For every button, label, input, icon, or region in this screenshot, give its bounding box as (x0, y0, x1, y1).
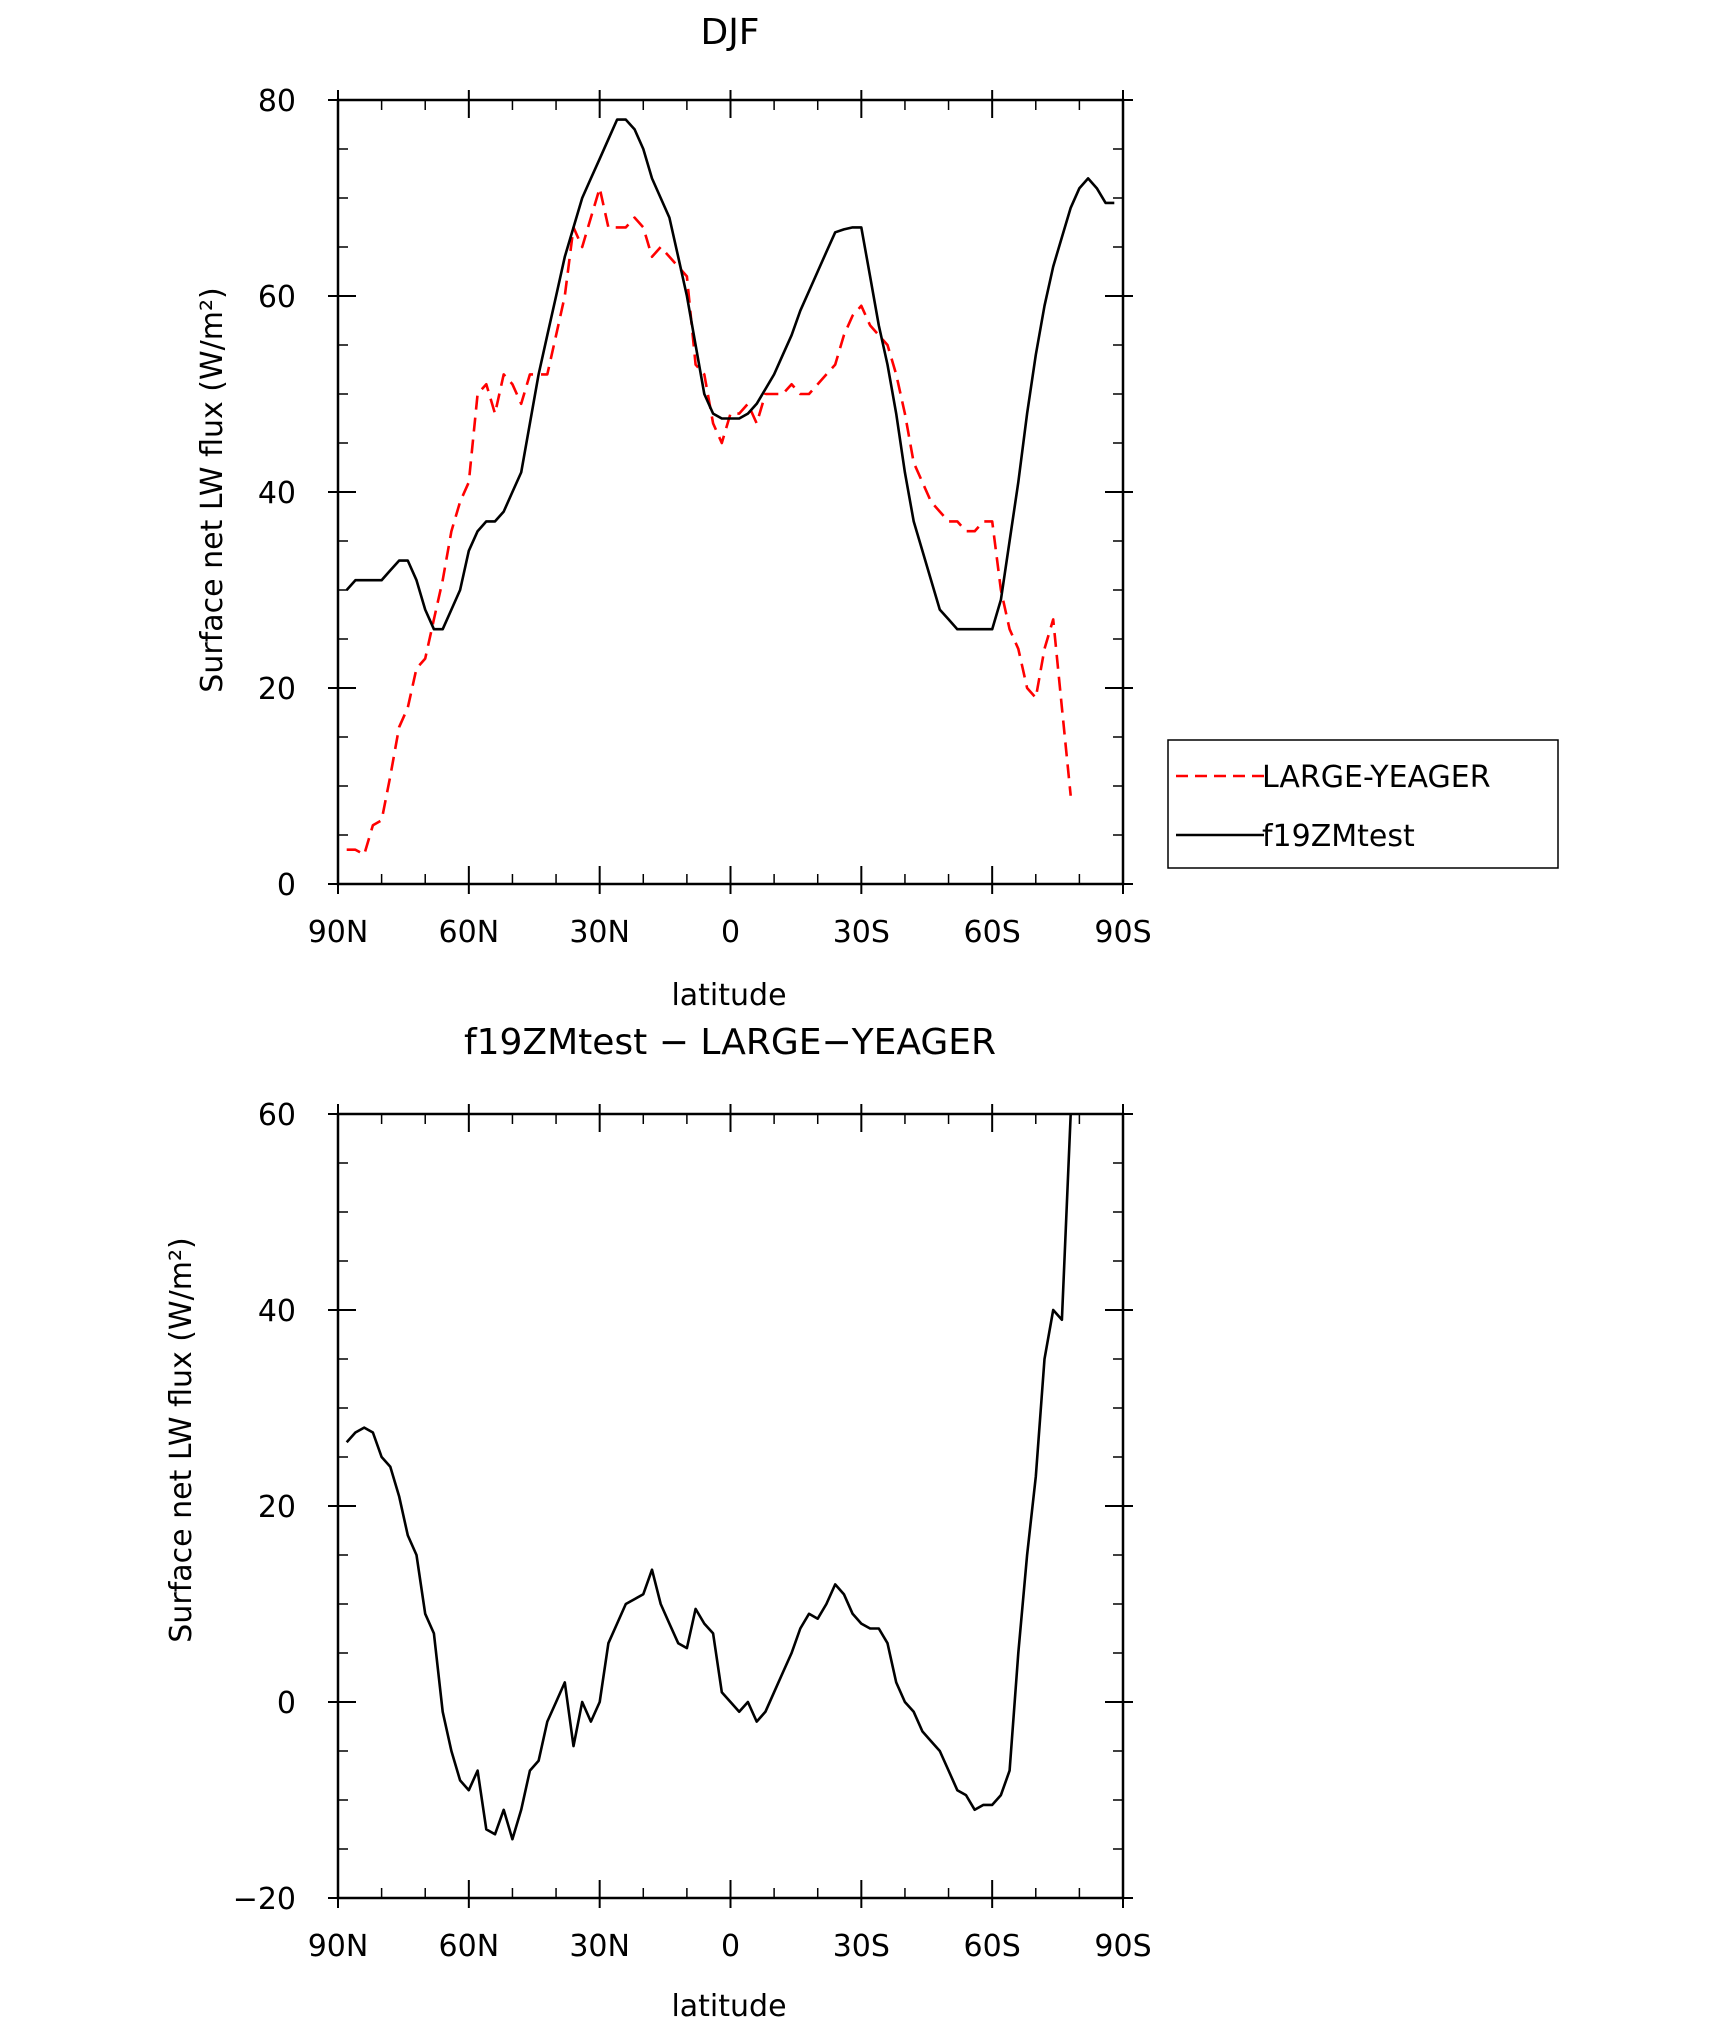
chart1-x-tick-label: 30S (833, 1929, 890, 1964)
top-chart: DJF Surface net LW flux (W/m²) latitude … (195, 12, 1559, 1013)
bottom-chart-axes: −20 0 20 40 60 90N 60N 30N 0 30S 60S 90S (233, 1098, 1152, 1964)
chart1-y-tick-label: 60 (258, 1098, 296, 1133)
chart0-x-tick-label: 90N (308, 915, 369, 950)
chart1-x-tick-label: 90N (308, 1929, 369, 1964)
top-chart-ylabel: Surface net LW flux (W/m²) (195, 287, 230, 692)
chart1-y-tick-label: 0 (277, 1686, 296, 1721)
bottom-chart-xlabel: latitude (671, 1989, 786, 2021)
chart1-y-tick-label: 40 (258, 1294, 296, 1329)
chart0-x-tick-label: 30S (833, 915, 890, 950)
chart1-x-tick-label: 60S (964, 1929, 1021, 1964)
top-chart-series (345, 118, 1115, 856)
chart0-y-tick-label: 60 (258, 280, 296, 315)
chart0-series-line-large-yeager (346, 186, 1072, 856)
legend-label-f19zmtest: f19ZMtest (1262, 819, 1415, 854)
chart0-plot-frame (336, 98, 1125, 886)
top-chart-axes: 0 20 40 60 80 90N 60N 30N 0 30S 60S 90S (258, 84, 1152, 950)
chart1-x-tick-label: 60N (439, 1929, 500, 1964)
chart0-series-line-f19zmtest (345, 118, 1115, 631)
top-chart-title: DJF (700, 12, 759, 53)
chart1-series-line-0 (345, 1113, 1072, 1841)
legend-frame (1167, 739, 1559, 869)
bottom-chart: f19ZMtest − LARGE−YEAGER Surface net LW … (164, 1022, 1152, 2021)
bottom-chart-series (345, 1113, 1072, 1841)
legend-label-large-yeager: LARGE-YEAGER (1262, 760, 1491, 795)
chart0-x-tick-label: 30N (569, 915, 630, 950)
chart0-y-tick-label: 0 (277, 868, 296, 903)
bottom-chart-title: f19ZMtest − LARGE−YEAGER (464, 1022, 996, 1063)
chart0-x-tick-label: 90S (1094, 915, 1151, 950)
chart0-x-tick-label: 60S (964, 915, 1021, 950)
chart0-x-tick-label: 60N (439, 915, 500, 950)
chart0-y-tick-label: 20 (258, 672, 296, 707)
chart0-y-tick-label: 80 (258, 84, 296, 119)
chart1-y-tick-label: 20 (258, 1490, 296, 1525)
chart1-x-tick-label: 90S (1094, 1929, 1151, 1964)
top-chart-legend: LARGE-YEAGER f19ZMtest (1167, 739, 1559, 869)
chart0-y-tick-label: 40 (258, 476, 296, 511)
bottom-chart-ylabel: Surface net LW flux (W/m²) (164, 1237, 199, 1642)
top-chart-xlabel: latitude (671, 978, 786, 1013)
chart1-x-tick-label: 0 (721, 1929, 740, 1964)
chart0-x-tick-label: 0 (721, 915, 740, 950)
chart1-x-tick-label: 30N (569, 1929, 630, 1964)
chart1-y-tick-label: −20 (233, 1882, 296, 1917)
